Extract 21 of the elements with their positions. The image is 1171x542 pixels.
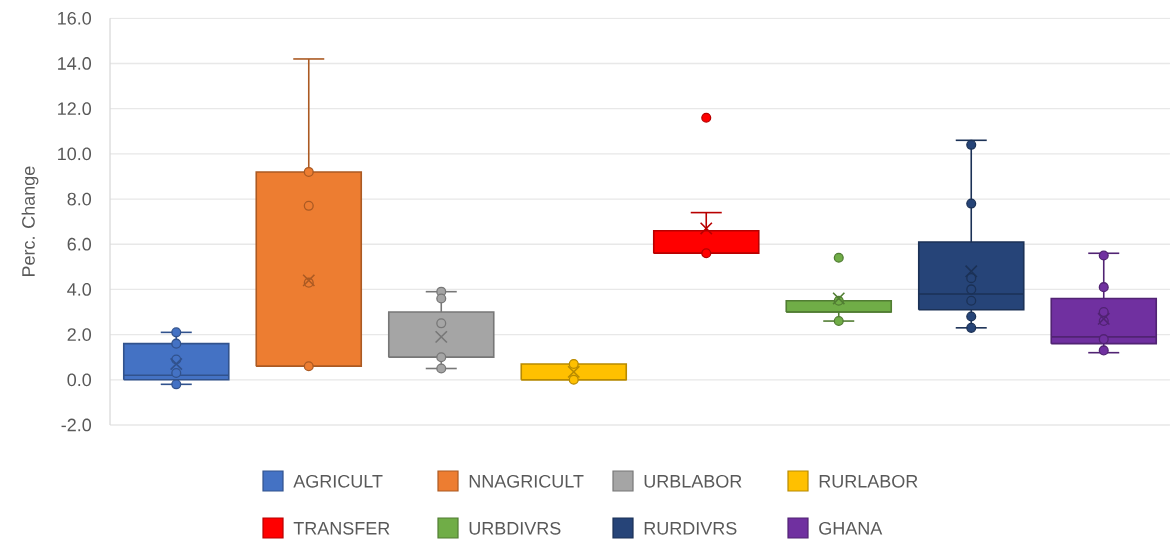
y-tick-label: 10.0 [58, 147, 92, 161]
y-tick-label: -2.0 [61, 418, 92, 432]
legend-label: URBDIVRS [469, 521, 561, 535]
y-tick-label: 16.0 [58, 11, 92, 25]
y-tick-label: 14.0 [58, 57, 92, 70]
legend-label: GHANA [819, 521, 883, 535]
legend-label: NNAGRICULT [469, 474, 584, 488]
y-tick-label: 0.0 [67, 373, 92, 387]
y-tick-label: 6.0 [67, 237, 92, 251]
point [701, 248, 712, 259]
legend-label: AGRICULT [293, 474, 383, 488]
y-tick-label: 4.0 [67, 283, 92, 296]
y-tick-label: 2.0 [67, 328, 92, 341]
legend-label: URBLABOR [644, 474, 742, 488]
point [966, 322, 977, 333]
legend-label: TRANSFER [293, 521, 390, 535]
y-tick-label: 12.0 [58, 102, 92, 116]
y-axis-title: Perc. Change [21, 166, 39, 277]
legend-label: RURDIVRS [644, 521, 737, 535]
y-tick-label: 8.0 [67, 192, 92, 206]
legend-label: RURLABOR [819, 474, 918, 488]
